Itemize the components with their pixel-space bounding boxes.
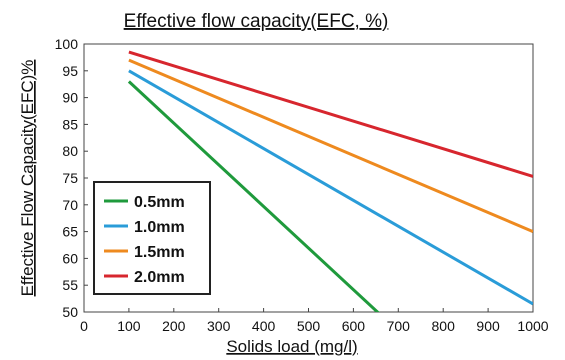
x-tick-label: 100 — [117, 318, 141, 334]
y-tick-label: 50 — [62, 304, 78, 320]
y-tick-label: 80 — [62, 143, 78, 159]
y-tick-label: 75 — [62, 170, 78, 186]
y-tick-label: 60 — [62, 250, 78, 266]
x-tick-label: 900 — [476, 318, 500, 334]
series-lines — [127, 50, 533, 312]
x-tick-label: 1000 — [517, 318, 548, 334]
legend-label: 0.5mm — [134, 194, 185, 211]
x-axis-ticks: 0 100 200 300 400 500 600 700 800 900 1000 — [80, 308, 549, 334]
legend-label: 1.5mm — [134, 244, 185, 261]
y-tick-label: 55 — [62, 277, 78, 293]
y-tick-label: 90 — [62, 90, 78, 106]
x-axis-title: Solids load (mg/l) — [226, 337, 357, 356]
y-tick-label: 65 — [62, 224, 78, 240]
y-tick-label: 95 — [62, 63, 78, 79]
x-tick-label: 600 — [342, 318, 366, 334]
x-tick-label: 200 — [162, 318, 186, 334]
legend-label: 2.0mm — [134, 269, 185, 286]
x-tick-label: 800 — [432, 318, 456, 334]
y-tick-label: 85 — [62, 116, 78, 132]
y-tick-label: 70 — [62, 197, 78, 213]
x-tick-label: 500 — [297, 318, 321, 334]
legend: 0.5mm 1.0mm 1.5mm 2.0mm — [93, 181, 211, 295]
x-tick-label: 700 — [387, 318, 411, 334]
y-axis-ticks: 50 55 60 65 70 75 80 85 90 95 100 — [55, 36, 88, 320]
legend-label: 1.0mm — [134, 219, 185, 236]
x-tick-label: 400 — [252, 318, 276, 334]
y-tick-label: 100 — [55, 36, 79, 52]
x-tick-label: 0 — [80, 318, 88, 334]
series-line-0.5mm — [127, 80, 380, 312]
chart-title: Effective flow capacity(EFC, %) — [124, 11, 389, 32]
x-tick-label: 300 — [207, 318, 231, 334]
series-line-1.0mm — [128, 69, 533, 306]
y-axis-title: Effective Flow Capacity(EFC)% — [18, 60, 37, 297]
series-line-2.0mm — [128, 50, 533, 178]
series-line-1.5mm — [128, 58, 533, 233]
